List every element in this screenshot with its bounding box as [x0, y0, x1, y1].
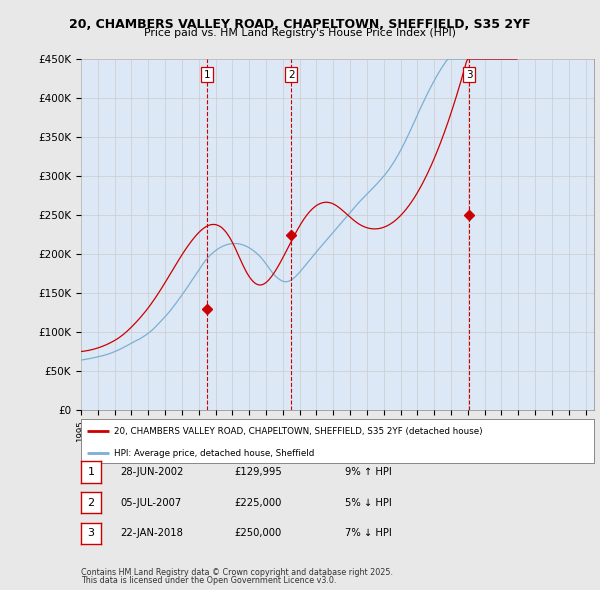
Text: 5% ↓ HPI: 5% ↓ HPI: [345, 498, 392, 507]
Bar: [81, 59, 207, 410]
Text: 1: 1: [88, 467, 94, 477]
Bar: [469, 59, 594, 410]
Text: £129,995: £129,995: [234, 467, 282, 477]
Text: Price paid vs. HM Land Registry's House Price Index (HPI): Price paid vs. HM Land Registry's House …: [144, 28, 456, 38]
Text: 3: 3: [88, 529, 94, 538]
Text: 2: 2: [88, 498, 94, 507]
Text: 28-JUN-2002: 28-JUN-2002: [120, 467, 184, 477]
Text: £225,000: £225,000: [234, 498, 281, 507]
Text: This data is licensed under the Open Government Licence v3.0.: This data is licensed under the Open Gov…: [81, 576, 337, 585]
Text: 22-JAN-2018: 22-JAN-2018: [120, 529, 183, 538]
Bar: [207, 59, 292, 410]
Bar: [292, 59, 469, 410]
Text: HPI: Average price, detached house, Sheffield: HPI: Average price, detached house, Shef…: [115, 449, 315, 458]
Text: £250,000: £250,000: [234, 529, 281, 538]
Text: 2: 2: [288, 70, 295, 80]
Text: 20, CHAMBERS VALLEY ROAD, CHAPELTOWN, SHEFFIELD, S35 2YF (detached house): 20, CHAMBERS VALLEY ROAD, CHAPELTOWN, SH…: [115, 427, 483, 436]
Text: 7% ↓ HPI: 7% ↓ HPI: [345, 529, 392, 538]
Text: Contains HM Land Registry data © Crown copyright and database right 2025.: Contains HM Land Registry data © Crown c…: [81, 568, 393, 577]
Text: 1: 1: [203, 70, 210, 80]
Text: 3: 3: [466, 70, 472, 80]
Text: 9% ↑ HPI: 9% ↑ HPI: [345, 467, 392, 477]
Text: 05-JUL-2007: 05-JUL-2007: [120, 498, 181, 507]
Text: 20, CHAMBERS VALLEY ROAD, CHAPELTOWN, SHEFFIELD, S35 2YF: 20, CHAMBERS VALLEY ROAD, CHAPELTOWN, SH…: [69, 18, 531, 31]
